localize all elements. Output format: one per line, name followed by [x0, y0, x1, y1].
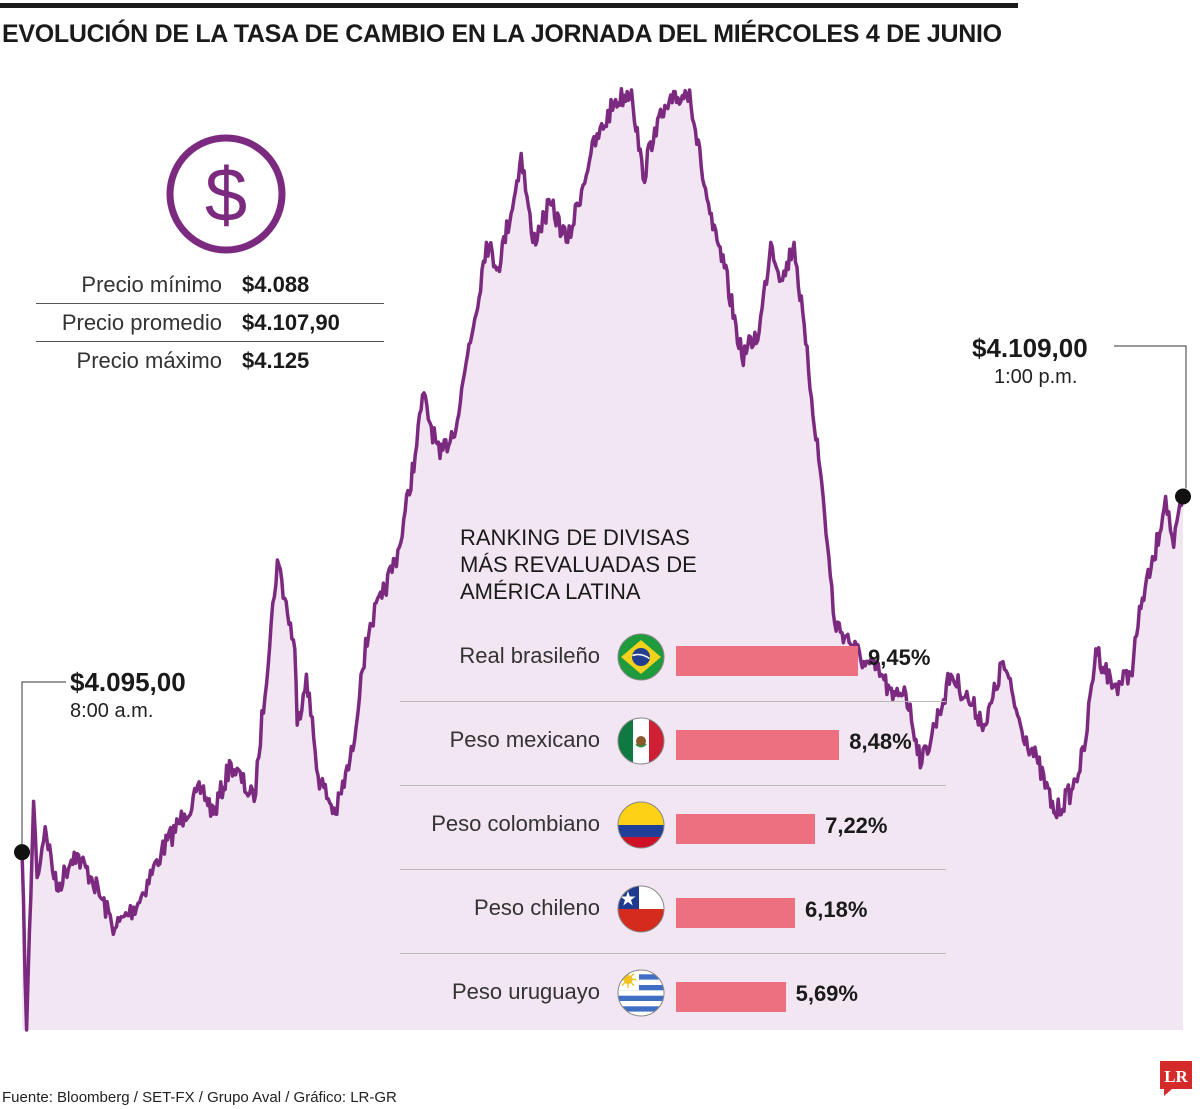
- chart-title: EVOLUCIÓN DE LA TASA DE CAMBIO EN LA JOR…: [2, 20, 1002, 48]
- ranking-bar: [676, 982, 786, 1012]
- top-rule: [0, 3, 1018, 8]
- ranking-label: Peso colombiano: [431, 811, 600, 836]
- close-callout-leader: [1114, 345, 1187, 489]
- brazil-flag-icon: [617, 633, 665, 681]
- ranking-value: 7,22%: [825, 813, 888, 838]
- svg-text:$: $: [205, 153, 247, 238]
- source-note: Fuente: Bloomberg / SET-FX / Grupo Aval …: [2, 1089, 397, 1106]
- lr-logo-icon: LR: [1160, 1061, 1192, 1096]
- open-callout-leader: [21, 681, 66, 845]
- exchange-rate-line: [20, 86, 1185, 1032]
- ranking-row: Peso uruguayo 5,69%: [400, 953, 946, 1037]
- stat-label: Precio máximo: [76, 347, 222, 373]
- ranking-label: Peso chileno: [474, 895, 600, 920]
- ranking-label: Peso uruguayo: [452, 979, 600, 1004]
- ranking-row: Peso chileno 6,18%: [400, 869, 946, 954]
- ranking-value: 8,48%: [849, 729, 912, 754]
- uruguay-flag-icon: [617, 969, 665, 1017]
- ranking-bar: [676, 898, 795, 928]
- stat-row-max: Precio máximo $4.125: [36, 342, 384, 379]
- close-point: [1175, 488, 1191, 505]
- open-point: [14, 844, 30, 861]
- ranking-title: RANKING DE DIVISAS MÁS REVALUADAS DE AMÉ…: [460, 525, 697, 604]
- price-stats-table: Precio mínimo $4.088 Precio promedio $4.…: [36, 266, 384, 379]
- ranking-row: Real brasileño 9,45%: [400, 617, 946, 702]
- ranking-bar: [676, 814, 816, 844]
- ranking-label: Real brasileño: [459, 643, 600, 668]
- lr-logo-text: LR: [1164, 1067, 1188, 1086]
- ranking-value: 6,18%: [805, 897, 868, 922]
- colombia-flag-icon: [617, 801, 665, 849]
- stat-value: $4.107,90: [242, 309, 340, 335]
- dollar-icon: $: [166, 134, 286, 254]
- stat-row-avg: Precio promedio $4.107,90: [36, 304, 384, 342]
- close-time-label: 1:00 p.m.: [994, 366, 1078, 388]
- stat-label: Precio mínimo: [81, 271, 222, 297]
- stat-value: $4.125: [242, 347, 310, 373]
- ranking-label: Peso mexicano: [449, 727, 600, 752]
- stat-label: Precio promedio: [61, 309, 222, 335]
- mexico-flag-icon: [617, 717, 665, 765]
- open-value-label: $4.095,00: [70, 667, 186, 697]
- stat-value: $4.088: [242, 271, 310, 297]
- ranking-value: 9,45%: [868, 645, 931, 670]
- ranking-row: Peso mexicano 8,48%: [400, 701, 946, 786]
- open-time-label: 8:00 a.m.: [70, 700, 154, 722]
- ranking-bar: [676, 646, 858, 676]
- ranking-value: 5,69%: [795, 981, 858, 1006]
- chile-flag-icon: [617, 885, 665, 933]
- ranking-row: Peso colombiano 7,22%: [400, 785, 946, 870]
- exchange-rate-area: [22, 88, 1183, 1030]
- ranking-bar: [676, 730, 840, 760]
- close-value-label: $4.109,00: [972, 333, 1088, 363]
- stat-row-min: Precio mínimo $4.088: [36, 266, 384, 304]
